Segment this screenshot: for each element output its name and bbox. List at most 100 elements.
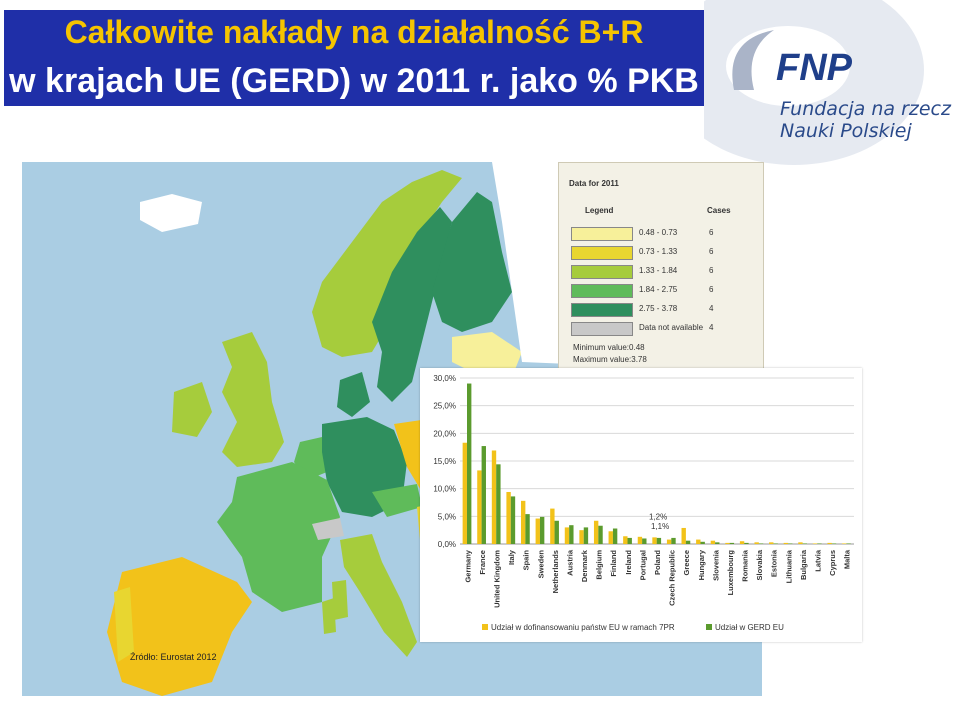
x-tick-label: Slovenia (711, 549, 720, 581)
bar (788, 543, 793, 544)
x-tick-label: Germany (463, 549, 472, 582)
bar (623, 536, 628, 544)
x-tick-label: Malta (843, 549, 852, 569)
bar (593, 520, 599, 544)
legend-swatch-5 (571, 303, 633, 317)
bar (525, 514, 530, 544)
legend-range-6: Data not available (639, 323, 704, 332)
bar (496, 464, 501, 544)
united-kingdom (222, 332, 284, 467)
czechia-austria (372, 484, 422, 517)
title-banner: Całkowite nakłady na działalność B+R w k… (4, 10, 704, 106)
x-tick-label: Hungary (697, 549, 706, 580)
slide-title-line1: Całkowite nakłady na działalność B+R (64, 14, 644, 50)
x-tick-label: United Kingdom (492, 550, 501, 608)
fnp-logo-graphic: FNP (664, 0, 924, 165)
fnp-brand: FNP (776, 47, 853, 89)
x-tick-label: Netherlands (551, 550, 560, 593)
bar (579, 530, 584, 544)
bar (666, 539, 672, 544)
legend-min-value: Minimum value:0.48 (573, 343, 645, 352)
slide-title-line2: w krajach UE (GERD) w 2011 r. jako % PKB (9, 62, 699, 100)
bar (656, 537, 662, 544)
italy (340, 534, 417, 657)
bar (758, 543, 764, 544)
bar (467, 383, 472, 544)
legend-range-5: 2.75 - 3.78 (639, 304, 678, 313)
bar (744, 542, 749, 544)
bar (754, 542, 759, 544)
x-tick-label: Bulgaria (799, 549, 808, 580)
y-tick-label: 10,0% (433, 485, 456, 494)
x-tick-label: Portugal (638, 550, 647, 580)
x-tick-label: Belgium (595, 550, 604, 580)
legend-cases-4: 6 (709, 285, 714, 294)
bar (681, 527, 686, 544)
bar (710, 540, 716, 544)
legend-swatch-6 (571, 322, 633, 336)
ireland (172, 382, 212, 437)
legend-max-value: Maximum value:3.78 (573, 355, 647, 364)
switzerland (312, 518, 344, 540)
x-tick-label: Poland (653, 550, 662, 575)
france (217, 462, 340, 612)
sardinia (332, 580, 348, 620)
legend-cases-1: 6 (709, 228, 714, 237)
y-tick-label: 30,0% (433, 374, 456, 383)
bar-chart-panel: 0,0% 5,0% 10,0% 15,0% 20,0% 25,0% 30,0% Germany… (420, 368, 862, 642)
y-tick-label: 15,0% (433, 457, 456, 466)
source-note: Źródło: Eurostat 2012 (130, 652, 217, 662)
bar (798, 542, 803, 544)
bar (550, 508, 555, 544)
legend-swatch-4 (571, 284, 633, 298)
bar (696, 539, 701, 544)
x-tick-label: Sweden (536, 550, 545, 579)
annotation-label: 1,2% (649, 513, 667, 522)
legend-cases-6: 4 (709, 323, 714, 332)
norway (312, 170, 462, 357)
bar (569, 525, 574, 544)
x-tick-label: Denmark (580, 549, 589, 582)
bar (715, 542, 720, 544)
bar (671, 537, 676, 544)
legend-range-3: 1.33 - 1.84 (639, 266, 678, 275)
legend-range-1: 0.48 - 0.73 (639, 228, 678, 237)
corsica (322, 598, 336, 634)
x-tick-label: Czech Republic (668, 550, 677, 606)
bar (652, 537, 657, 544)
x-tick-label: France (478, 550, 487, 575)
x-tick-label: Spain (522, 550, 531, 571)
x-tick-label: Ireland (624, 550, 633, 575)
bar (598, 525, 603, 544)
legend-swatch (706, 624, 712, 630)
x-tick-label: Austria (565, 549, 574, 576)
legend-col-cases: Cases (707, 206, 731, 215)
legend-range-4: 1.84 - 2.75 (639, 285, 678, 294)
x-tick-label: Luxembourg (726, 550, 735, 596)
bar (510, 496, 516, 544)
fnp-org-line1: Fundacja na rzecz (780, 98, 951, 120)
bar (612, 528, 618, 544)
fnp-org-name: Fundacja na rzecz Nauki Polskiej (780, 98, 951, 142)
x-tick-label: Latvia (814, 549, 823, 572)
bar (491, 450, 497, 544)
annotation-label: 1,1% (651, 522, 669, 531)
y-tick-label: 20,0% (433, 429, 456, 438)
bar (812, 543, 818, 544)
legend-cases-2: 6 (709, 247, 714, 256)
bar (564, 527, 570, 544)
bar (783, 542, 789, 544)
x-tick-label: Estonia (770, 549, 779, 577)
bar (739, 541, 745, 544)
baltics (452, 332, 522, 377)
portugal (114, 587, 134, 662)
legend-cases-3: 6 (709, 266, 714, 275)
bar (637, 536, 643, 544)
y-tick-label: 0,0% (438, 540, 456, 549)
bar (462, 442, 468, 544)
bar (539, 516, 545, 544)
bar (642, 538, 647, 544)
bar (554, 520, 559, 544)
bar (817, 543, 822, 544)
x-tick-label: Greece (682, 550, 691, 575)
